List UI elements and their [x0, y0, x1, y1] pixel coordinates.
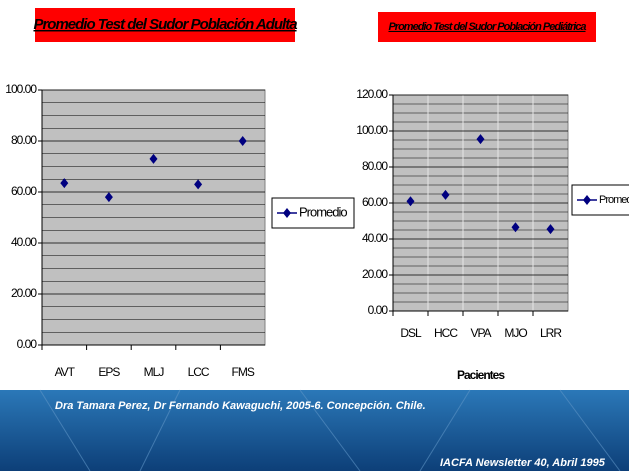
legend-label: Promedio [599, 194, 629, 206]
title-box [378, 12, 596, 42]
x-tick-label: DSL [400, 326, 422, 340]
legend-label: Promedio [299, 204, 347, 219]
x-tick-label: EPS [98, 365, 120, 379]
y-tick-label: 100.00 [5, 82, 37, 96]
x-tick-label: VPA [470, 326, 491, 340]
x-tick-label: LCC [188, 365, 210, 379]
y-tick-label: 60.00 [362, 195, 388, 209]
marker [546, 224, 555, 235]
legend-marker [583, 195, 591, 205]
y-tick-label: 0.00 [368, 303, 389, 317]
title-box [35, 8, 295, 42]
chart-title: Promedio Test del Sudor Población Adulta [33, 16, 297, 33]
marker [194, 179, 203, 190]
x-tick-label: LRR [540, 326, 562, 340]
marker [149, 153, 158, 164]
x-axis-label: Pacientes [457, 368, 505, 382]
x-tick-label: MLJ [144, 365, 165, 379]
y-tick-label: 20.00 [11, 286, 37, 300]
legend-marker [283, 208, 291, 218]
footer-pattern [39, 389, 621, 471]
marker [238, 136, 247, 146]
x-tick-label: AVT [55, 365, 76, 379]
y-tick-label: 0.00 [17, 337, 38, 351]
y-tick-label: 80.00 [362, 159, 388, 173]
marker [406, 196, 415, 207]
marker [441, 189, 450, 200]
y-tick-label: 40.00 [11, 235, 37, 249]
chart-title: Promedio Test del Sudor Población Pediát… [388, 21, 586, 33]
marker [60, 178, 69, 189]
y-tick-label: 60.00 [11, 184, 37, 198]
y-tick-label: 40.00 [362, 231, 388, 245]
credit: Dra Tamara Perez, Dr Fernando Kawaguchi,… [55, 400, 426, 412]
marker [476, 134, 485, 145]
x-tick-label: MJO [504, 326, 527, 340]
marker [104, 192, 113, 203]
y-tick-label: 80.00 [11, 133, 37, 147]
y-tick-label: 120.00 [356, 87, 388, 101]
source: IACFA Newsletter 40, Abril 1995 [440, 457, 606, 469]
x-tick-label: HCC [434, 326, 458, 340]
marker [511, 222, 520, 233]
x-tick-label: FMS [232, 365, 255, 379]
y-tick-label: 100.00 [356, 123, 388, 137]
y-tick-label: 20.00 [362, 267, 388, 281]
footer-band [0, 390, 629, 471]
